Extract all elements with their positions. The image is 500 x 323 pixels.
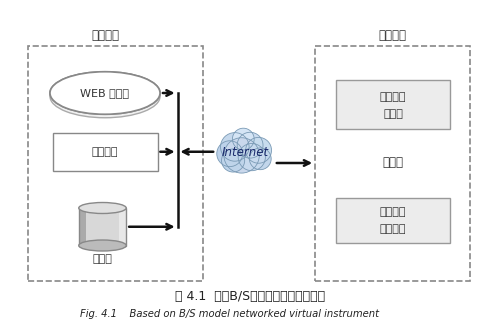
- Text: 虚拟仪器: 虚拟仪器: [380, 92, 406, 102]
- Text: 浏览器: 浏览器: [382, 157, 403, 170]
- Ellipse shape: [50, 72, 160, 114]
- Text: Fig. 4.1    Based on B/S model networked virtual instrument: Fig. 4.1 Based on B/S model networked vi…: [80, 309, 380, 319]
- Bar: [28, 46, 203, 280]
- Text: 虚拟仪器: 虚拟仪器: [92, 147, 118, 157]
- Bar: [78, 208, 126, 245]
- Circle shape: [224, 138, 260, 173]
- Text: 结果显示: 结果显示: [380, 224, 406, 234]
- Bar: [52, 133, 158, 171]
- Text: 浏览器端: 浏览器端: [378, 29, 406, 42]
- Bar: [336, 80, 450, 129]
- Ellipse shape: [78, 203, 126, 214]
- Circle shape: [250, 148, 271, 170]
- Bar: [315, 46, 470, 280]
- Circle shape: [232, 128, 254, 150]
- Bar: [336, 198, 450, 243]
- Text: Internet: Internet: [222, 145, 268, 159]
- Bar: [78, 208, 86, 245]
- Text: 客户端: 客户端: [383, 109, 403, 119]
- Circle shape: [220, 133, 249, 161]
- Bar: [119, 208, 126, 245]
- Text: 数据库: 数据库: [92, 255, 112, 265]
- Circle shape: [217, 141, 242, 167]
- Text: WEB 服务器: WEB 服务器: [80, 88, 130, 98]
- Bar: [78, 208, 126, 245]
- Circle shape: [238, 143, 266, 171]
- Ellipse shape: [78, 240, 126, 251]
- Text: 服务器端: 服务器端: [91, 29, 119, 42]
- Circle shape: [237, 132, 263, 158]
- Circle shape: [246, 137, 272, 163]
- Ellipse shape: [50, 75, 160, 118]
- Circle shape: [222, 149, 244, 172]
- Text: 用户交互: 用户交互: [380, 207, 406, 217]
- Ellipse shape: [50, 72, 160, 114]
- Text: 图 4.1  基于B/S模式的网络化虚拟仪器: 图 4.1 基于B/S模式的网络化虚拟仪器: [175, 290, 325, 304]
